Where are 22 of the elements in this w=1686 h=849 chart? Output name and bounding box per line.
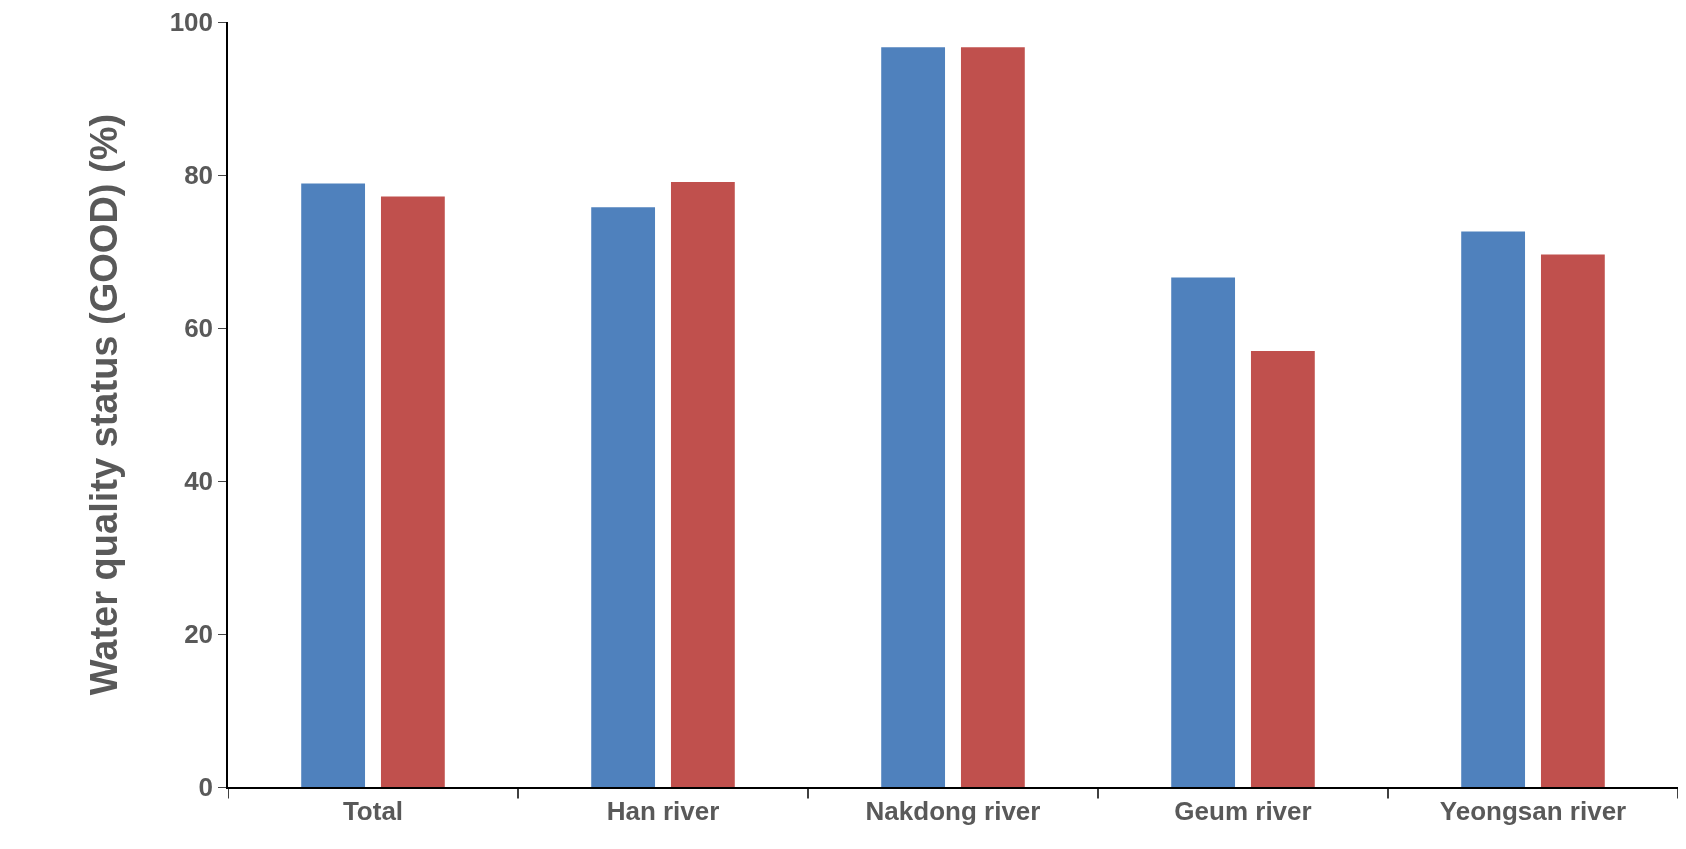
y-tick-label: 100	[169, 7, 214, 38]
x-tick-label: Geum river	[1174, 795, 1312, 826]
bar	[591, 207, 656, 787]
y-axis-title: Water quality status (GOOD) (%)	[83, 113, 126, 696]
bar	[1540, 254, 1605, 787]
y-tick-label: 40	[184, 466, 214, 497]
y-tick-label: 60	[184, 313, 214, 344]
bar	[301, 183, 366, 787]
x-tick-label: Total	[342, 795, 404, 826]
bar	[380, 196, 445, 787]
bar	[1171, 277, 1236, 787]
y-tick-label: 0	[198, 772, 214, 803]
x-tick-label: Yeongsan river	[1439, 795, 1627, 826]
bar	[1461, 231, 1526, 787]
bar	[960, 47, 1025, 787]
bar	[1250, 350, 1315, 787]
bar	[670, 181, 735, 787]
y-tick-label: 20	[184, 619, 214, 650]
y-tick-label: 80	[184, 160, 214, 191]
x-tick-label: Nakdong river	[865, 795, 1041, 826]
bar	[881, 47, 946, 787]
x-tick-label: Han river	[606, 795, 720, 826]
